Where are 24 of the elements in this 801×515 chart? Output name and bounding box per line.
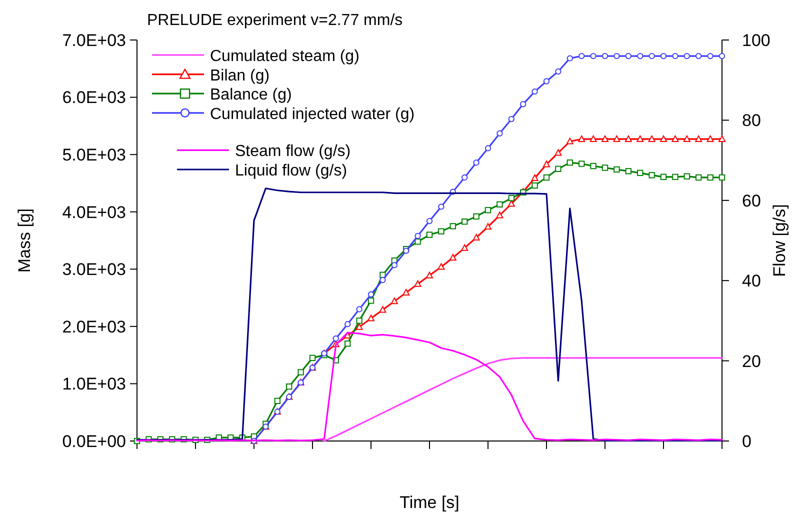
y-tick-label: 6.0E+03 <box>62 88 126 108</box>
y-tick-label: 3.0E+03 <box>62 260 126 280</box>
legend-label: Balance (g) <box>210 86 292 104</box>
y2-tick-label: 60 <box>742 191 761 210</box>
y2-tick-label: 0 <box>742 432 752 451</box>
y2-tick-label: 20 <box>742 352 761 371</box>
legend-label: Steam flow (g/s) <box>235 143 351 160</box>
chart-title: PRELUDE experiment v=2.77 mm/s <box>147 12 403 29</box>
y2-axis-title: Flow [g/s] <box>770 204 789 277</box>
y-tick-label: 0.0E+00 <box>62 432 126 451</box>
y2-tick-label: 40 <box>742 272 761 291</box>
y2-tick-label: 100 <box>742 30 770 50</box>
legend-label: Bilan (g) <box>210 67 270 84</box>
legend-label: Liquid flow (g/s) <box>235 162 348 180</box>
y2-tick-label: 80 <box>742 111 761 130</box>
legend-label: Cumulated injected water (g) <box>210 106 415 123</box>
y-tick-label: 2.0E+03 <box>62 317 126 336</box>
x-axis-title: Time [s] <box>400 493 460 512</box>
y-axis-title: Mass [g] <box>15 208 34 273</box>
y-tick-label: 7.0E+03 <box>62 30 126 50</box>
y-tick-label: 5.0E+03 <box>62 146 126 165</box>
y-tick-label: 1.0E+03 <box>62 374 126 394</box>
y-tick-label: 4.0E+03 <box>62 202 126 222</box>
legend-label: Cumulated steam (g) <box>210 48 360 65</box>
